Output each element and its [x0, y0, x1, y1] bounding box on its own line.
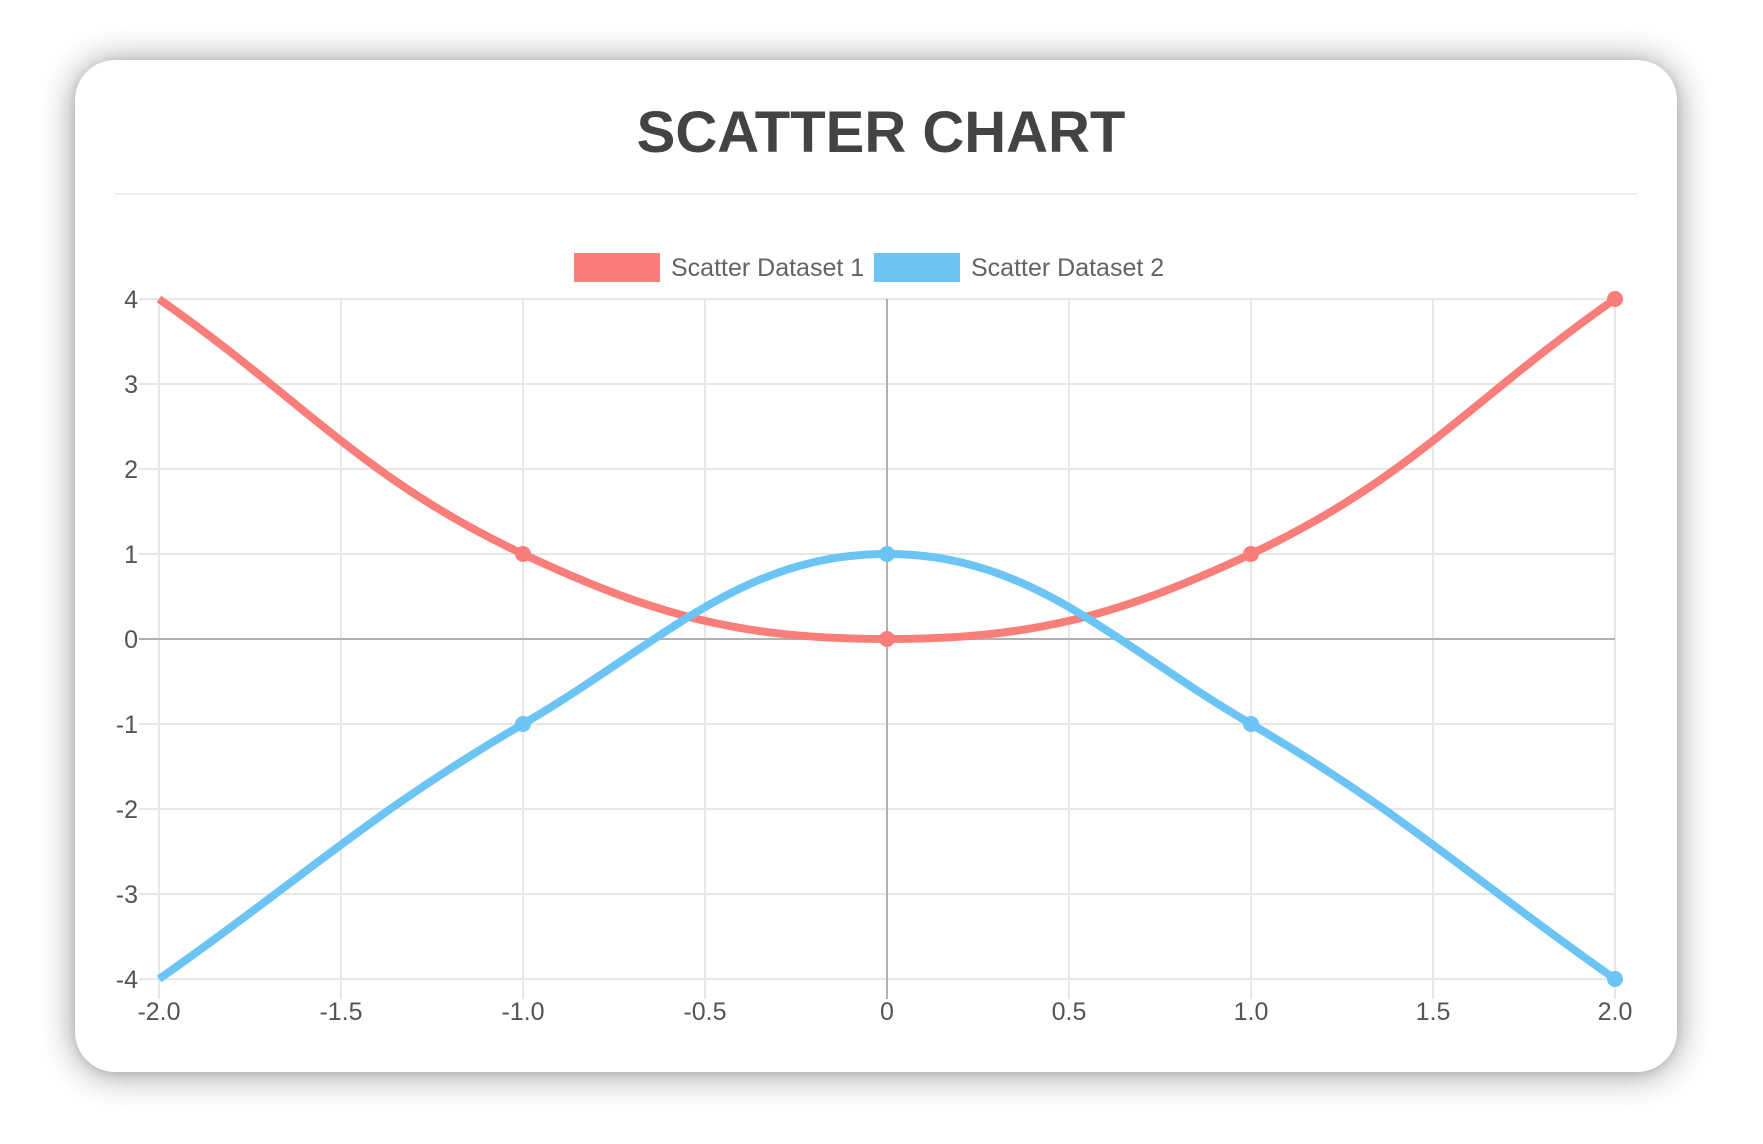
svg-text:-2.0: -2.0 [137, 998, 180, 1026]
svg-text:-1.5: -1.5 [319, 998, 362, 1026]
svg-text:-2: -2 [116, 796, 138, 824]
svg-text:Scatter Dataset 2: Scatter Dataset 2 [971, 254, 1164, 282]
svg-text:2.0: 2.0 [1598, 998, 1633, 1026]
svg-text:2: 2 [124, 456, 138, 484]
svg-text:-1.0: -1.0 [501, 998, 544, 1026]
svg-text:-3: -3 [116, 881, 138, 909]
svg-text:-0.5: -0.5 [683, 998, 726, 1026]
svg-text:4: 4 [124, 286, 138, 314]
svg-text:1.0: 1.0 [1234, 998, 1269, 1026]
svg-text:Scatter Dataset 1: Scatter Dataset 1 [671, 254, 864, 282]
svg-text:0.5: 0.5 [1052, 998, 1087, 1026]
svg-text:0: 0 [880, 998, 894, 1026]
svg-text:3: 3 [124, 371, 138, 399]
svg-text:1: 1 [124, 541, 138, 569]
svg-text:-1: -1 [116, 711, 138, 739]
svg-text:1.5: 1.5 [1416, 998, 1451, 1026]
svg-text:SCATTER CHART: SCATTER CHART [637, 100, 1126, 165]
svg-text:-4: -4 [116, 966, 138, 994]
svg-text:0: 0 [124, 626, 138, 654]
